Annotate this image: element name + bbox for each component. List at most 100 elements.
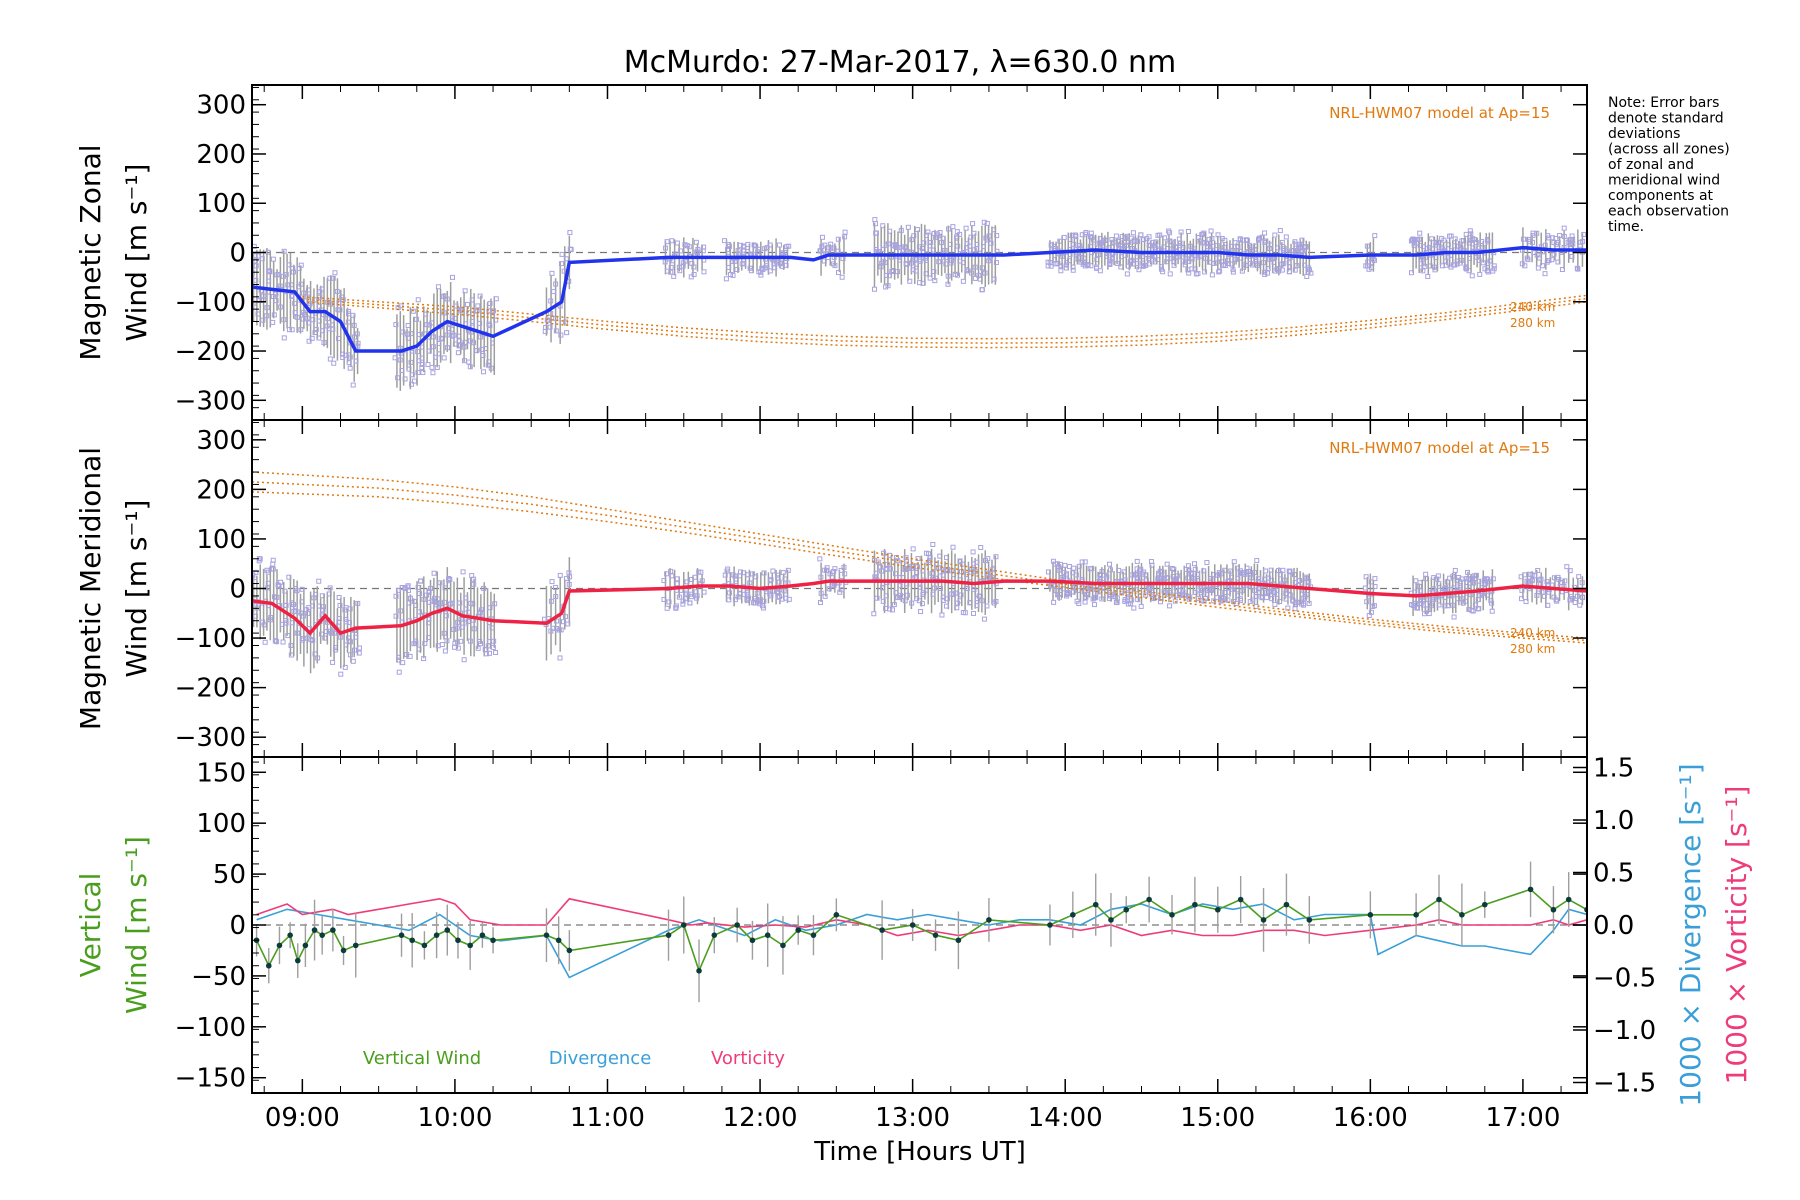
zone-point [347, 365, 353, 371]
panel-meridional: −300 −200 −100 0 100 200 300 Magnetic Meridiona… [74, 419, 1588, 758]
model-curve-2 [302, 301, 1587, 349]
zone-point [1574, 593, 1580, 599]
zone-point [1097, 577, 1103, 583]
zone-point [982, 270, 988, 276]
zone-point [1138, 232, 1144, 238]
zone-point [264, 567, 270, 573]
zone-point [913, 268, 919, 274]
vertical-wind-point [398, 932, 405, 938]
zone-point [1450, 573, 1456, 579]
zone-point [835, 269, 841, 275]
zone-point [923, 257, 929, 263]
zone-point [770, 568, 776, 574]
zone-point [1244, 237, 1250, 243]
zone-point [759, 265, 765, 271]
note-line: of zonal and [1608, 157, 1694, 173]
y-tick-label: 200 [196, 475, 246, 505]
zone-point [300, 613, 306, 619]
zone-point [1279, 267, 1285, 273]
zone-point [253, 277, 259, 283]
zone-point [691, 264, 697, 270]
zone-point [935, 233, 941, 239]
zone-point [1072, 584, 1078, 590]
x-tick-label: 16:00 [1333, 1103, 1408, 1133]
zone-point [553, 584, 559, 590]
zone-point [490, 308, 496, 314]
y2-axis-label-vorticity: 1000 × Vorticity [s⁻¹] [1720, 786, 1753, 1085]
zone-point [1422, 611, 1428, 617]
zone-point [407, 595, 413, 601]
zone-point [1211, 598, 1217, 604]
zone-point [1523, 599, 1529, 605]
zone-point [1431, 575, 1437, 581]
zone-point [784, 244, 790, 250]
zone-point [418, 578, 424, 584]
y-axis-label-line2: Wind [m s⁻¹] [120, 500, 153, 678]
vertical-wind-point [1283, 901, 1290, 908]
zone-point [298, 327, 304, 333]
zone-point [1366, 266, 1372, 272]
zone-point [430, 370, 436, 376]
zone-point [1418, 588, 1424, 594]
zone-point [1181, 593, 1187, 599]
zone-point [438, 335, 444, 341]
zone-point [1364, 599, 1370, 605]
zone-point [294, 314, 300, 320]
note-line: each observation [1608, 204, 1729, 220]
zone-point [1294, 263, 1300, 269]
zone-point [470, 340, 476, 346]
zone-point [1085, 262, 1091, 268]
zone-point [1262, 269, 1268, 275]
zone-point [1171, 566, 1177, 572]
zone-point [1442, 586, 1448, 592]
zone-point [937, 569, 943, 575]
zone-point [493, 649, 499, 655]
zone-point [270, 256, 276, 262]
zone-point [432, 354, 438, 360]
zone-point [1052, 561, 1058, 567]
zone-point [1135, 597, 1141, 603]
vertical-wind-point [1070, 912, 1076, 918]
zone-point [413, 640, 419, 646]
zone-point [1256, 586, 1262, 592]
zone-point [1280, 261, 1286, 267]
zone-point [1082, 231, 1088, 237]
zone-point [957, 258, 963, 264]
zone-point [984, 603, 990, 609]
zone-point [1292, 267, 1298, 273]
zone-point [822, 242, 828, 248]
vertical-wind-point [490, 937, 496, 944]
zone-point [1489, 608, 1495, 614]
zone-point [1299, 249, 1305, 255]
vertical-wind-point [265, 962, 272, 969]
zone-point [842, 571, 848, 577]
zone-point [1097, 268, 1103, 274]
zone-point [493, 296, 499, 302]
zone-point [1214, 595, 1220, 601]
zone-point [446, 578, 452, 584]
zone-point [1409, 270, 1415, 276]
zone-point [334, 288, 340, 294]
note-line: components at [1608, 188, 1714, 204]
x-tick-label: 14:00 [1028, 1103, 1103, 1133]
zone-point [687, 600, 693, 606]
zone-point [353, 358, 359, 364]
zone-point [1430, 586, 1436, 592]
zone-point [1272, 232, 1278, 238]
zone-point [1180, 245, 1186, 251]
zone-point [458, 638, 464, 644]
zone-point [1279, 239, 1285, 245]
zone-point [1076, 601, 1082, 607]
zone-point [1129, 597, 1135, 603]
zone-point [289, 327, 295, 333]
zone-point [1152, 253, 1158, 259]
zone-point [931, 585, 937, 591]
zone-point [449, 274, 455, 280]
zone-point [1473, 239, 1479, 245]
zone-point [398, 608, 404, 614]
zone-point [264, 313, 270, 319]
zone-point [1524, 255, 1530, 261]
zone-point [1216, 269, 1222, 275]
zone-point [1254, 261, 1260, 267]
zone-point [1140, 236, 1146, 242]
